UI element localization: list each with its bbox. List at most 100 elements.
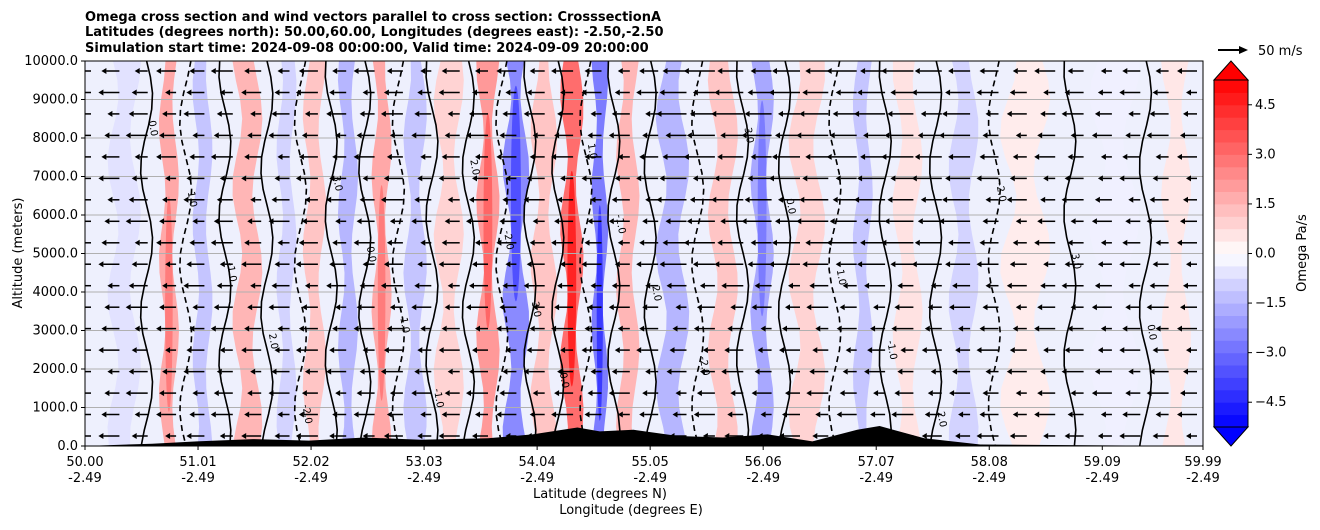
wind-vector-head-640 [1061,282,1067,289]
wind-vector-head-657 [1097,261,1103,268]
wind-vector-head-70 [156,411,162,418]
wind-vector-head-493 [829,218,835,225]
wind-vector-head-536 [897,368,903,375]
wind-vector-head-556 [924,411,930,418]
wind-vector-head-573 [949,390,955,397]
wind-vector-head-147 [301,132,307,139]
wind-vector-head-630 [1067,68,1073,74]
wind-vector-head-215 [383,433,389,439]
wind-vector-head-541 [911,89,917,96]
wind-vector-head-465 [785,390,790,397]
wind-vector-head-232 [420,411,426,418]
wind-vector-head-154 [304,282,310,289]
wind-vector-head-333 [581,261,587,268]
wind-vector-head-121 [241,347,247,354]
wind-vector-head-623 [1037,304,1043,311]
wind-vector-head-688 [1155,153,1161,160]
contour-line-3 [260,61,274,446]
wind-vector-head-599 [1009,175,1015,182]
colorbar-segment-20 [1214,166,1248,180]
wind-vector-head-240 [447,196,453,203]
wind-vector-head-159 [301,390,307,397]
wind-vector-head-535 [900,347,906,354]
wind-vector-head-639 [1064,261,1070,268]
wind-vector-head-293 [526,175,532,182]
wind-vector-head-227 [411,304,417,311]
wind-vector-head-160 [298,411,304,418]
wind-vector-head-363 [642,132,648,139]
wind-vector-head-72 [189,68,195,74]
wind-vector-head-300 [529,325,535,332]
wind-vector-head-340 [584,411,590,418]
wind-vector-head-254 [469,110,474,117]
wind-vector-head-681 [1125,390,1131,397]
wind-vector-head-216 [420,68,426,74]
wind-vector-head-618 [1040,196,1046,203]
wind-vector-head-380 [656,110,662,117]
wind-vector-head-419 [714,175,720,182]
wind-vector-head-548 [914,239,920,246]
colorbar-segment-11 [1214,278,1248,292]
colorbar-segment-0 [1214,414,1248,428]
wind-vector-head-274 [496,153,502,160]
wind-vector-head-192 [353,325,359,332]
wind-vector-head-550 [930,282,936,289]
wind-vector-head-417 [720,132,726,139]
wind-vector-head-384 [656,196,662,203]
wind-vector-head-374 [645,368,651,375]
wind-vector-head-545 [911,175,917,182]
wind-vector-head-394 [672,411,678,418]
wind-vector-head-531 [890,261,896,268]
wind-vector-head-82 [183,282,189,289]
wind-vector-head-132 [271,196,277,203]
wind-vector-head-473 [802,175,808,182]
wind-vector-head-263 [466,304,471,311]
wind-vector-head-549 [911,261,917,268]
wind-vector-head-364 [639,153,645,160]
wind-vector-head-455 [769,175,774,182]
wind-vector-head-253 [472,89,477,96]
contour-label-12: 0.0 [557,372,571,390]
wind-vector-head-677 [1125,304,1131,311]
wind-vector-head-714 [1177,325,1182,332]
wind-vector-head-560 [942,110,948,117]
wind-vector-head-695 [1146,304,1152,311]
contour-line-8 [425,61,439,446]
wind-vector-head-123 [247,390,253,397]
x-tick-lat-label-4: 54.04 [519,455,556,470]
wind-vector-head-540 [914,68,920,74]
colorbar-segment-17 [1214,203,1248,217]
wind-vector-head-269 [472,433,477,439]
wind-vector-head-388 [666,282,672,289]
wind-vector-head-213 [389,390,395,397]
wind-vector-head-710 [1177,239,1182,246]
wind-vector-head-390 [672,325,678,332]
wind-vector-head-250 [441,411,447,418]
wind-vector-head-616 [1034,153,1040,160]
wind-vector-head-143 [274,433,280,439]
wind-vector-head-381 [665,132,671,139]
wind-vector-head-193 [362,347,368,354]
wind-vector-head-283 [505,347,511,354]
wind-vector-head-580 [979,153,985,160]
wind-vector-head-209 [389,304,395,311]
wind-vector-head-598 [1012,153,1018,160]
wind-vector-head-525 [884,132,890,139]
wind-vector-head-471 [796,132,802,139]
y-tick-label-10: 10000.0 [24,54,78,69]
wind-vector-head-601 [1015,218,1021,225]
chart-title-line-2: Latitudes (degrees north): 50.00,60.00, … [85,25,664,40]
wind-vector-head-358 [617,411,623,418]
y-axis: 0.0 1000.0 2000.0 3000.0 4000.0 5000.0 6000.0 7… [24,54,85,454]
wind-vector-head-284 [502,368,508,375]
terrain-silhouette [85,426,1203,446]
wind-vector-head-276 [502,196,508,203]
wind-vector-head-332 [584,239,590,246]
wind-vector-head-408 [693,325,699,332]
x-tick-lon-label-10: -2.49 [1186,471,1220,486]
wind-vector-head-666 [1122,68,1128,74]
wind-vector-head-378 [662,68,668,74]
wind-vector-head-652 [1100,153,1106,160]
wind-vector-head-523 [890,89,896,96]
wind-vector-head-291 [532,132,538,139]
